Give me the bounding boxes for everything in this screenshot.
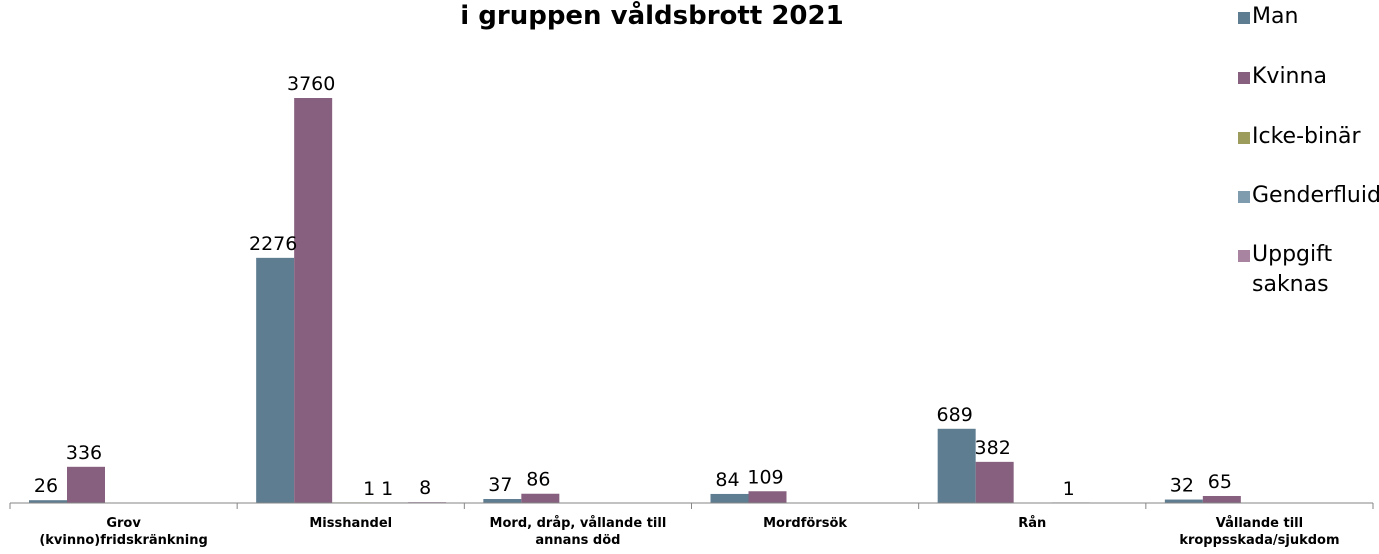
chart-title: i gruppen våldsbrott 2021 xyxy=(460,0,843,31)
data-label-man-misshandel: 2276 xyxy=(249,233,297,255)
bar-man-rån xyxy=(937,428,976,503)
data-label-kvinna-vållande-till-kroppsskada-sjukdom: 65 xyxy=(1208,471,1232,493)
category-label: Rån xyxy=(1018,516,1046,531)
legend-label-kvinna: Kvinna xyxy=(1252,64,1327,89)
data-label-icke-binär-misshandel: 1 xyxy=(363,478,375,500)
bar-kvinna-misshandel xyxy=(294,98,333,503)
data-label-genderfluid-rån: 1 xyxy=(1063,478,1075,500)
legend-swatch-genderfluid xyxy=(1238,191,1250,203)
data-label-kvinna-grov-kvinno-fridskränkning: 336 xyxy=(66,442,102,464)
category-label: Mordförsök xyxy=(763,516,847,531)
bar-man-mordförsök xyxy=(710,493,749,503)
legend-label-icke-binär: Icke-binär xyxy=(1252,124,1362,149)
data-label-kvinna-misshandel: 3760 xyxy=(287,73,335,95)
category-label: Mord, dråp, vållande till xyxy=(490,516,667,531)
legend-label-uppgift-saknas: Uppgift xyxy=(1252,242,1332,267)
data-label-man-mordförsök: 84 xyxy=(715,469,739,491)
x-axis-ticks xyxy=(9,503,1374,509)
legend-swatch-man xyxy=(1238,12,1250,24)
bars-layer xyxy=(29,98,1241,503)
category-label: kroppsskada/sjukdom xyxy=(1179,533,1339,548)
data-label-man-rån: 689 xyxy=(937,404,973,426)
bar-man-misshandel xyxy=(256,257,295,503)
legend-label-uppgift-saknas: saknas xyxy=(1252,272,1329,297)
bar-kvinna-vållande-till-kroppsskada-sjukdom xyxy=(1202,495,1241,503)
data-label-uppgift-saknas-misshandel: 8 xyxy=(419,477,431,499)
bar-kvinna-grov-kvinno-fridskränkning xyxy=(67,466,105,503)
legend-swatch-icke-binär xyxy=(1238,132,1250,144)
data-label-kvinna-rån: 382 xyxy=(975,437,1011,459)
bar-kvinna-rån xyxy=(975,461,1014,503)
bar-man-vållande-till-kroppsskada-sjukdom xyxy=(1164,499,1203,503)
bar-man-mord-dråp-vållande-till-annans-död xyxy=(483,499,522,503)
data-label-man-mord-dråp-vållande-till-annans-död: 37 xyxy=(488,474,512,496)
data-label-man-grov-kvinno-fridskränkning: 26 xyxy=(34,475,58,497)
legend-label-man: Man xyxy=(1252,4,1298,29)
category-label: Misshandel xyxy=(309,516,392,531)
bar-kvinna-mord-dråp-vållande-till-annans-död xyxy=(521,493,560,503)
category-label: Grov xyxy=(106,516,141,531)
legend-label-genderfluid: Genderfluid xyxy=(1252,183,1379,208)
legend: Man Kvinna Icke-binär Genderfluid Uppgift sak… xyxy=(1238,4,1379,297)
category-label: (kvinno)fridskränkning xyxy=(39,533,207,548)
data-label-kvinna-mordförsök: 109 xyxy=(747,466,783,488)
data-label-man-vållande-till-kroppsskada-sjukdom: 32 xyxy=(1170,475,1194,497)
legend-swatch-uppgift-saknas xyxy=(1238,250,1250,262)
data-label-kvinna-mord-dråp-vållande-till-annans-död: 86 xyxy=(526,469,550,491)
bar-kvinna-mordförsök xyxy=(748,491,787,503)
bar-man-grov-kvinno-fridskränkning xyxy=(29,500,67,503)
category-label: annans död xyxy=(535,533,620,548)
category-labels: Grov (kvinno)fridskränkning Misshandel Mord… xyxy=(39,516,1339,548)
category-label: Vållande till xyxy=(1216,516,1303,531)
data-label-genderfluid-misshandel: 1 xyxy=(381,478,393,500)
legend-swatch-kvinna xyxy=(1238,72,1250,84)
